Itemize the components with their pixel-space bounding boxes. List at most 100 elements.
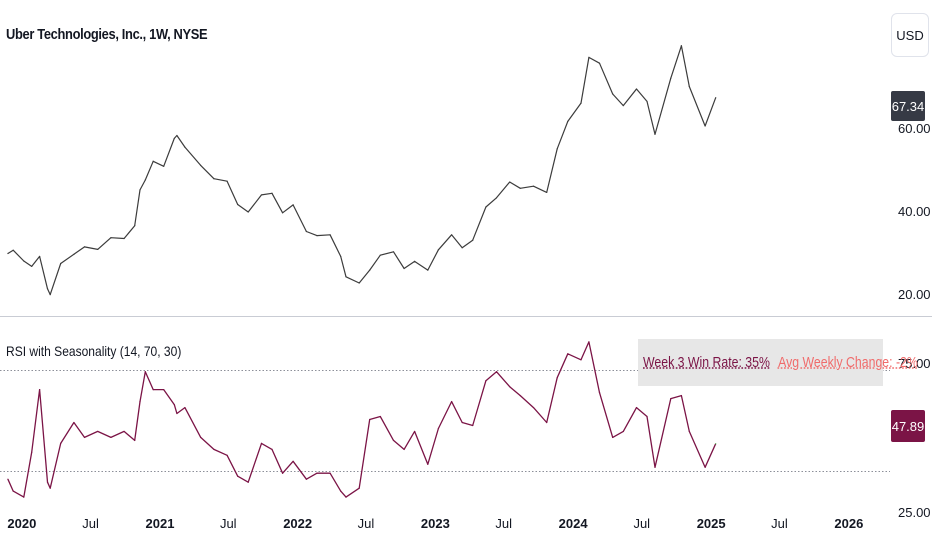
currency-button[interactable]: USD xyxy=(891,13,929,57)
rsi-point xyxy=(567,353,569,355)
price-point xyxy=(110,237,112,239)
rsi-point xyxy=(213,448,215,450)
rsi-tick-label: 25.00 xyxy=(898,505,931,520)
rsi-point xyxy=(680,395,682,397)
price-point xyxy=(509,181,511,183)
rsi-point xyxy=(427,463,429,465)
price-point xyxy=(345,276,347,278)
rsi-series-line xyxy=(7,341,717,498)
price-axis[interactable]: 20.00 40.00 60.00 xyxy=(898,121,931,302)
rsi-point xyxy=(46,481,49,483)
symbol-title[interactable]: Uber Technologies, Inc., 1W, NYSE xyxy=(6,26,208,43)
time-tick-label: 2025 xyxy=(697,516,726,531)
rsi-point xyxy=(31,451,33,453)
price-point xyxy=(260,194,263,196)
rsi-point xyxy=(305,478,307,480)
rsi-point xyxy=(7,478,9,480)
rsi-point xyxy=(184,406,186,409)
rsi-point xyxy=(60,442,62,444)
price-tick-label: 60.00 xyxy=(898,121,931,136)
rsi-point xyxy=(200,436,202,439)
rsi-point xyxy=(622,430,624,433)
price-point xyxy=(316,235,318,237)
rsi-point xyxy=(152,389,154,391)
rsi-point xyxy=(144,371,146,373)
price-point xyxy=(369,269,371,271)
price-point xyxy=(546,191,548,194)
price-point xyxy=(7,252,9,255)
rsi-point xyxy=(635,406,638,409)
rsi-point xyxy=(292,460,294,462)
price-point xyxy=(60,262,62,265)
rsi-last-value-label: 47.89 xyxy=(891,410,925,442)
rsi-point xyxy=(134,439,136,441)
price-point xyxy=(461,247,463,249)
rsi-point xyxy=(260,442,263,444)
price-point xyxy=(485,206,487,208)
price-point xyxy=(427,269,429,271)
rsi-point xyxy=(485,380,487,382)
time-tick-label: 2022 xyxy=(283,516,312,531)
last-price-label: 67.34 xyxy=(891,91,925,121)
price-point xyxy=(451,234,453,236)
price-point xyxy=(392,251,395,253)
rsi-point xyxy=(110,436,112,439)
price-point xyxy=(622,104,624,107)
price-point xyxy=(414,260,416,263)
price-point xyxy=(532,185,535,187)
price-point xyxy=(97,248,99,250)
price-point xyxy=(31,265,33,267)
price-point xyxy=(403,267,405,270)
price-point xyxy=(247,211,249,213)
price-point xyxy=(73,253,75,255)
price-point xyxy=(588,56,590,58)
win-rate-text: Week 3 Win Rate: 35% xyxy=(643,354,770,371)
price-point xyxy=(173,137,175,140)
rsi-point xyxy=(247,481,249,483)
time-tick-label: Jul xyxy=(82,516,99,531)
price-point xyxy=(213,178,215,180)
rsi-point xyxy=(340,490,342,492)
rsi-point xyxy=(73,421,75,424)
price-point xyxy=(200,164,202,167)
rsi-point xyxy=(704,466,706,468)
rsi-point xyxy=(509,386,511,388)
price-point xyxy=(654,133,656,135)
time-axis[interactable]: 2020 Jul 2021 Jul 2022 Jul 2023 Jul 2024 Jul 2025 J… xyxy=(7,516,863,531)
price-point xyxy=(680,45,682,47)
rsi-point xyxy=(598,392,601,394)
price-point xyxy=(49,294,51,296)
price-point xyxy=(358,282,360,284)
price-point xyxy=(134,225,136,227)
rsi-point xyxy=(379,415,381,418)
price-point xyxy=(139,189,141,191)
rsi-point xyxy=(39,389,41,391)
price-point xyxy=(437,249,439,251)
rsi-point xyxy=(281,472,284,474)
rsi-point xyxy=(345,496,347,498)
rsi-point xyxy=(316,472,318,474)
rsi-point xyxy=(226,454,228,456)
price-series-line xyxy=(7,45,717,296)
price-tick-label: 40.00 xyxy=(898,204,931,219)
rsi-point xyxy=(546,421,548,424)
rsi-point xyxy=(472,424,474,427)
price-tick-label: 20.00 xyxy=(898,287,931,302)
time-tick-label: Jul xyxy=(633,516,650,531)
rsi-indicator-title[interactable]: RSI with Seasonality (14, 70, 30) xyxy=(6,343,182,359)
rsi-point xyxy=(646,415,648,418)
avg-weekly-change-text: Avg Weekly Change: -2% xyxy=(778,354,918,371)
price-point xyxy=(292,204,294,206)
price-point xyxy=(83,246,86,248)
price-point xyxy=(39,255,41,258)
time-tick-label: 2020 xyxy=(7,516,36,531)
price-point xyxy=(715,97,717,99)
price-point xyxy=(144,179,146,181)
price-point xyxy=(519,187,521,189)
price-point xyxy=(305,230,307,233)
rsi-axis[interactable]: 25.00 75.00 xyxy=(898,356,931,520)
time-tick-label: Jul xyxy=(771,516,788,531)
price-point xyxy=(123,237,125,240)
price-point xyxy=(556,148,558,150)
